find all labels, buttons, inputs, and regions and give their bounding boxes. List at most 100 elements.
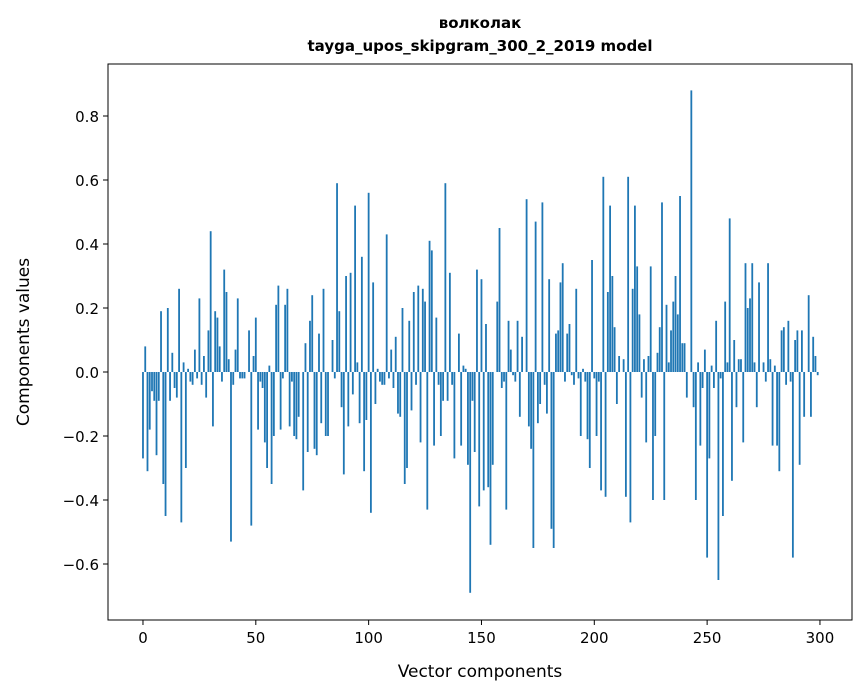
y-tick-label: 0.2: [75, 300, 99, 318]
bar-26: [200, 372, 203, 385]
bar-259: [726, 362, 729, 372]
bar-64: [286, 288, 289, 372]
bar-59: [275, 304, 278, 372]
bar-263: [735, 372, 738, 408]
bar-148: [476, 269, 478, 372]
bar-238: [679, 196, 681, 372]
bar-138: [453, 372, 456, 459]
bar-129: [433, 372, 435, 446]
bar-114: [399, 372, 402, 417]
bar-79: [320, 372, 323, 424]
bar-229: [658, 327, 661, 372]
bar-19: [184, 372, 187, 468]
bar-50: [254, 317, 257, 372]
bar-201: [595, 372, 598, 436]
bar-252: [710, 365, 713, 372]
bar-181: [550, 372, 553, 529]
bar-195: [582, 368, 584, 372]
bar-22: [191, 372, 194, 385]
bar-5: [153, 372, 156, 401]
bar-214: [624, 372, 627, 497]
bar-126: [426, 372, 429, 510]
bar-283: [780, 330, 783, 372]
bar-101: [369, 372, 372, 513]
bar-257: [722, 372, 724, 516]
bar-276: [764, 372, 767, 382]
bar-160: [503, 372, 505, 382]
bar-178: [543, 372, 546, 385]
bar-220: [638, 314, 641, 372]
bar-272: [755, 372, 758, 408]
bar-28: [205, 372, 208, 398]
bar-7: [157, 372, 160, 401]
bar-3: [148, 372, 151, 430]
bar-227: [654, 372, 657, 436]
bar-66: [291, 372, 293, 382]
bar-240: [683, 343, 686, 372]
bar-45: [243, 372, 246, 379]
bar-92: [349, 272, 352, 372]
bar-226: [652, 372, 654, 500]
bar-191: [573, 372, 575, 385]
bar-289: [794, 340, 797, 372]
x-tick-label: 150: [467, 629, 496, 647]
bar-194: [579, 372, 582, 436]
bar-32: [214, 311, 217, 372]
bar-204: [602, 176, 605, 372]
bar-96: [358, 372, 361, 424]
bar-267: [744, 263, 747, 372]
bar-91: [347, 372, 350, 427]
bar-299: [816, 372, 819, 376]
bar-107: [383, 372, 386, 385]
bar-187: [564, 372, 566, 382]
bar-40: [232, 372, 235, 385]
bar-152: [485, 324, 487, 372]
bar-97: [360, 256, 363, 372]
bar-2: [146, 372, 149, 472]
bar-90: [345, 276, 347, 372]
bar-106: [381, 372, 384, 385]
bar-271: [753, 362, 756, 372]
bar-216: [629, 372, 632, 523]
bar-273: [758, 282, 760, 372]
bar-166: [516, 320, 519, 372]
bar-95: [356, 362, 359, 372]
bar-158: [498, 228, 501, 372]
bar-268: [746, 308, 749, 372]
bar-145: [469, 372, 472, 593]
y-tick-label: 0.6: [75, 172, 99, 190]
bar-256: [719, 372, 722, 379]
y-tick-label: 0.8: [75, 108, 99, 126]
bar-217: [631, 288, 634, 372]
bar-110: [390, 349, 393, 372]
bar-231: [663, 372, 666, 500]
bar-29: [207, 330, 210, 372]
bar-230: [661, 202, 663, 372]
bar-149: [478, 372, 481, 507]
x-tick-label: 50: [246, 629, 265, 647]
bar-125: [424, 301, 426, 372]
bar-261: [731, 372, 733, 481]
bar-109: [388, 372, 390, 379]
bar-254: [715, 320, 718, 372]
bar-49: [252, 356, 255, 372]
bar-264: [737, 359, 740, 372]
bar-18: [182, 362, 185, 372]
bar-86: [336, 183, 338, 372]
y-tick-label: −0.4: [63, 492, 99, 510]
y-axis-ticks: −0.6 −0.4 −0.2 0.0 0.2 0.4 0.6 0.8: [63, 108, 108, 574]
bar-168: [521, 336, 523, 372]
bar-218: [634, 205, 636, 372]
bar-81: [324, 372, 327, 436]
bar-222: [643, 359, 645, 372]
bar-210: [615, 372, 618, 404]
bar-88: [340, 372, 343, 408]
bar-72: [304, 343, 307, 372]
bar-185: [559, 282, 562, 372]
bar-208: [611, 276, 614, 372]
bar-163: [509, 349, 512, 372]
bar-219: [636, 266, 639, 372]
chart-title: волколак: [439, 14, 522, 32]
